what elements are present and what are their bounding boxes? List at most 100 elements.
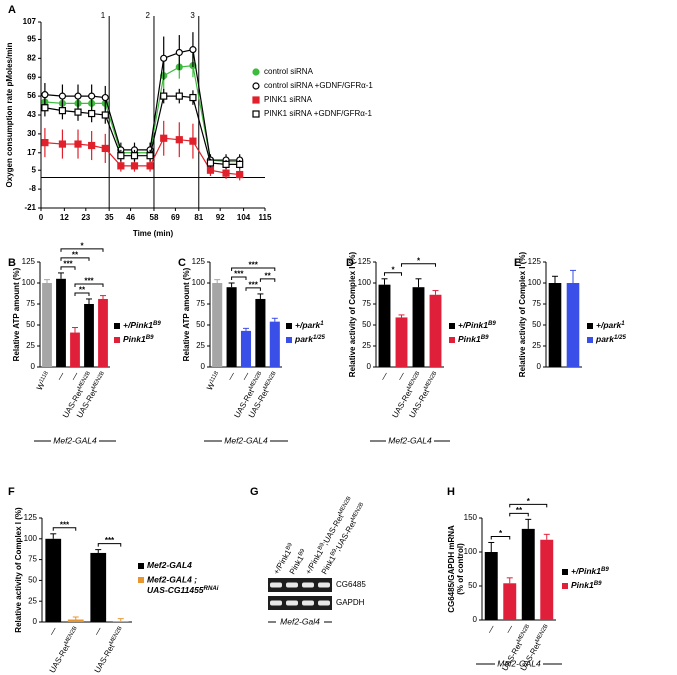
x-tick-label: — (47, 626, 59, 637)
legend-swatch (286, 323, 292, 329)
point (101, 111, 109, 119)
x-tick-label-part: — (225, 371, 237, 382)
x-tick-label: 23 (81, 213, 90, 222)
y-tick-label: 56 (27, 91, 36, 100)
significance-label: *** (234, 270, 244, 279)
significance-bracket (401, 263, 436, 267)
y-tick-label: 0 (201, 362, 206, 371)
panel-letter: G (250, 486, 259, 498)
band-label: CG6485 (336, 580, 366, 589)
significance-bracket (245, 287, 261, 291)
point (175, 92, 183, 100)
legend-label-part: B9 (481, 334, 489, 341)
y-tick-label: 125 (22, 257, 36, 266)
x-tick-label: 0 (39, 213, 44, 222)
x-tick-label: — (92, 626, 104, 637)
x-tick-label-part: MEN2B (423, 370, 438, 390)
y-axis-label: CG6485/GAPDH mRNA (447, 525, 456, 613)
y-tick-label: 0 (537, 362, 542, 371)
legend-label-part: Pink1 (123, 334, 146, 344)
legend-label-part: +/Pink1 (123, 320, 153, 330)
x-tick-label-part: MEN2B (406, 370, 421, 390)
significance-label: * (527, 497, 531, 506)
bar (378, 284, 391, 367)
y-tick-label: 100 (464, 547, 478, 556)
x-tick-label: 12 (60, 213, 69, 222)
point (160, 92, 168, 100)
gel-band (318, 582, 330, 588)
y-tick-label: 25 (362, 341, 371, 350)
legend-swatch (114, 337, 120, 343)
y-tick-label: 75 (362, 299, 371, 308)
bar (429, 294, 442, 367)
bar (521, 528, 535, 620)
point (41, 139, 49, 147)
y-tick-label: 50 (468, 581, 477, 590)
y-tick-label: 50 (362, 320, 371, 329)
significance-bracket (490, 535, 511, 540)
significance-label: *** (249, 281, 259, 290)
legend-swatch (286, 337, 292, 343)
gel-band (318, 600, 330, 606)
significance-bracket (74, 292, 90, 296)
x-tick-label-part: MEN2B (262, 370, 277, 390)
x-tick-label-part: MEN2B (516, 623, 531, 643)
point (236, 160, 244, 169)
x-tick-label: — (225, 371, 237, 382)
y-tick-label: 0 (473, 615, 478, 624)
point (236, 170, 244, 179)
x-tick-label: — (69, 371, 81, 382)
y-axis-label: Relative activity of Complex I (%) (518, 251, 527, 377)
series-line (44, 64, 240, 163)
point (58, 140, 67, 148)
significance-label: * (391, 265, 395, 274)
lane-label-part: B9 (329, 548, 338, 557)
panel-letter: B (8, 257, 16, 269)
legend-label: +/park1 (596, 320, 625, 331)
point (189, 93, 197, 102)
x-tick-label-part: — (55, 371, 67, 382)
legend-label-part: Pink1 (571, 580, 594, 590)
legend-label: Pink1B9 (458, 334, 489, 345)
point (130, 152, 139, 160)
y-tick-label: 95 (27, 35, 36, 44)
bar (70, 332, 80, 367)
panel-letter: D (346, 257, 354, 269)
x-tick-label-part: UAS-Ret (48, 642, 72, 675)
significance-label: * (417, 256, 421, 265)
bar (67, 619, 84, 622)
legend-label: park1/25 (294, 334, 325, 345)
gel-band (302, 582, 314, 588)
legend-label-part: RNAi (204, 585, 219, 592)
y-tick-label: 25 (28, 596, 37, 605)
legend-label-part: 1 (621, 320, 625, 327)
x-tick-label-part: W (205, 381, 217, 392)
point (88, 141, 96, 150)
injection-label: 3 (190, 11, 195, 20)
bar (56, 278, 66, 367)
x-tick-label: — (504, 624, 516, 635)
x-tick-label: — (240, 371, 252, 382)
y-tick-label: 50 (28, 576, 37, 585)
bar (45, 538, 62, 622)
point (160, 134, 168, 142)
significance-label: ** (264, 272, 271, 281)
significance-label: * (499, 529, 503, 538)
x-tick-label-part: — (47, 626, 59, 637)
legend-label: park1/25 (595, 334, 626, 345)
y-axis-label: Relative activity of Complex I (%) (14, 507, 23, 633)
y-tick-label: 25 (26, 341, 35, 350)
y-tick-label: 0 (31, 362, 36, 371)
significance-label: *** (84, 277, 94, 286)
lane-label-part: MEN2B (350, 501, 365, 521)
legend-marker (252, 110, 260, 118)
y-tick-label: 100 (528, 278, 542, 287)
y-tick-label: 5 (32, 165, 37, 174)
x-tick-label: 35 (105, 213, 114, 222)
y-tick-label: 125 (358, 257, 372, 266)
point (222, 160, 230, 169)
legend-label-part: 1/25 (614, 334, 626, 341)
y-tick-label: 125 (24, 513, 38, 522)
x-tick-label: — (485, 624, 497, 635)
point (189, 46, 197, 54)
